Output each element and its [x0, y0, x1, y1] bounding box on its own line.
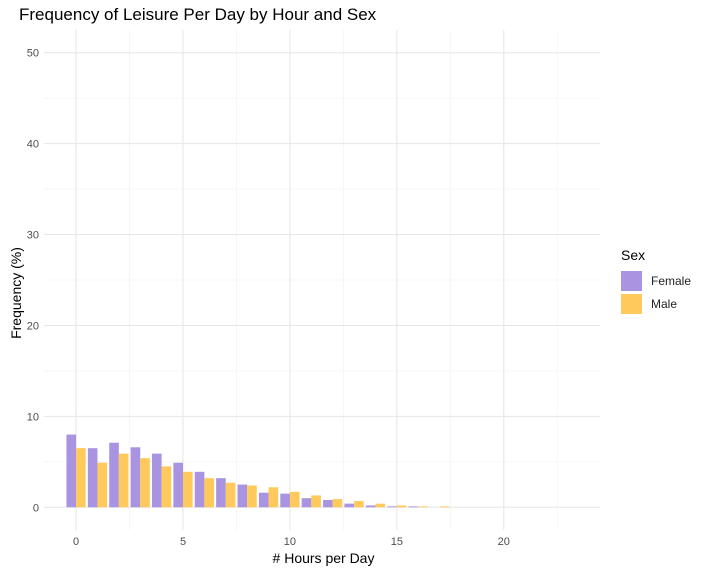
bar-female	[66, 434, 77, 508]
bar-male	[225, 482, 236, 508]
bar-male	[161, 466, 172, 508]
x-axis-label: # Hours per Day	[272, 550, 375, 566]
bars	[66, 434, 450, 508]
y-tick-label: 40	[27, 139, 39, 151]
bar-female	[344, 503, 355, 508]
bar-female	[301, 498, 312, 508]
bar-male	[204, 478, 215, 508]
y-tick-label: 20	[27, 320, 39, 332]
y-axis-label: Frequency (%)	[8, 247, 24, 339]
bar-female	[323, 500, 333, 508]
bar-male	[183, 471, 193, 508]
bar-male	[97, 462, 108, 508]
legend: Sex Female Male	[621, 247, 691, 315]
x-tick-label: 0	[73, 536, 79, 548]
bar-male	[76, 448, 86, 508]
x-tick-label: 15	[391, 536, 403, 548]
y-tick-label: 0	[33, 502, 39, 514]
bar-male	[396, 505, 407, 508]
bar-female	[237, 484, 248, 508]
bar-male	[311, 495, 321, 508]
legend-label-female: Female	[651, 273, 692, 288]
bar-female	[151, 453, 162, 508]
y-tick-label: 30	[27, 230, 39, 242]
bar-male	[332, 499, 343, 508]
x-tick-label: 5	[180, 536, 186, 548]
bar-male	[118, 453, 129, 508]
bar-female	[280, 493, 290, 508]
bar-male	[418, 506, 428, 508]
y-tick-label: 50	[27, 48, 39, 60]
bar-male	[354, 500, 364, 508]
bar-female	[130, 447, 141, 508]
bar-male	[289, 491, 300, 508]
bar-male	[140, 458, 150, 508]
bar-female	[194, 471, 205, 508]
grid-lines	[44, 30, 600, 530]
bar-female	[173, 462, 183, 508]
bar-male	[268, 487, 279, 508]
bar-male	[439, 506, 450, 508]
chart-title: Frequency of Leisure Per Day by Hour and…	[19, 5, 377, 24]
x-tick-label: 10	[284, 536, 296, 548]
legend-swatch-female	[621, 270, 642, 291]
legend-item-female: Female	[621, 269, 691, 292]
tick-labels: 0 5 10 15 20 0 10 20 30 40 50	[27, 48, 510, 548]
bar-female	[109, 442, 119, 508]
bar-female	[258, 492, 269, 508]
bar-female	[387, 506, 397, 508]
y-tick-label: 10	[27, 411, 39, 423]
x-tick-label: 20	[498, 536, 510, 548]
bar-female	[87, 448, 98, 508]
bar-female	[365, 505, 376, 508]
bar-male	[375, 503, 386, 508]
legend-swatch-male	[621, 293, 642, 314]
bar-female	[216, 478, 226, 508]
bar-male	[247, 485, 257, 508]
legend-item-male: Male	[621, 292, 691, 315]
bar-female	[408, 506, 419, 508]
legend-title: Sex	[621, 247, 646, 263]
legend-label-male: Male	[651, 296, 678, 311]
